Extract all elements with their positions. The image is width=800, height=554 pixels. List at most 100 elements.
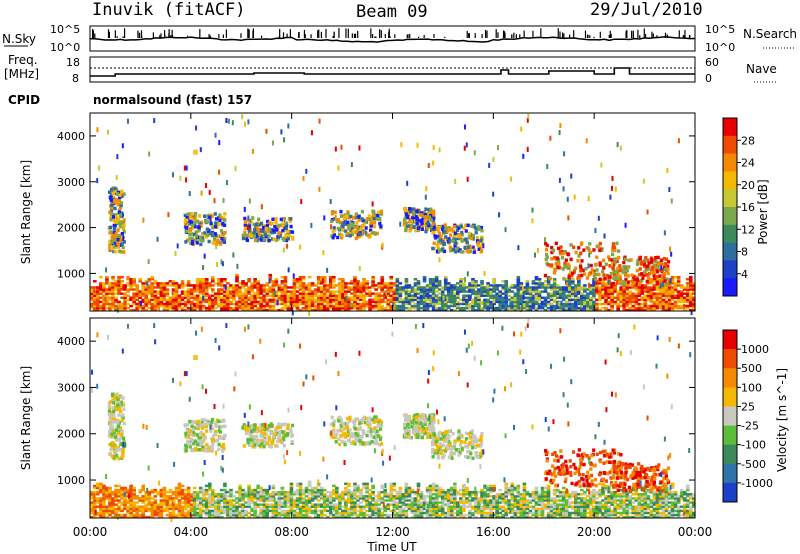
heatmap-cell <box>655 275 659 279</box>
heatmap-cell <box>122 240 126 244</box>
heatmap-cell <box>471 290 475 293</box>
heatmap-cell <box>307 284 312 287</box>
heatmap-cell <box>214 509 218 513</box>
heatmap-cell <box>286 290 291 293</box>
heatmap-cell <box>295 501 300 504</box>
heatmap-cell <box>437 300 442 304</box>
heatmap-cell <box>567 294 572 297</box>
heatmap-cell <box>353 275 357 279</box>
heatmap-cell <box>610 300 614 304</box>
heatmap-cell <box>569 243 573 247</box>
heatmap-cell <box>268 505 273 508</box>
heatmap-cell <box>204 280 209 283</box>
heatmap-cell <box>123 501 127 504</box>
heatmap-cell <box>465 142 468 148</box>
heatmap-cell <box>177 499 182 502</box>
heatmap-cell <box>489 288 493 291</box>
heatmap-cell <box>102 308 106 312</box>
heatmap-cell <box>627 265 631 269</box>
heatmap-cell <box>645 258 650 263</box>
heatmap-cell <box>280 513 285 517</box>
heatmap-cell <box>667 288 672 291</box>
heatmap-cell <box>111 294 115 297</box>
heatmap-cell <box>292 511 297 515</box>
heatmap-cell <box>543 288 548 291</box>
heatmap-cell <box>192 298 197 302</box>
heatmap-cell <box>622 304 627 308</box>
heatmap-cell <box>466 271 469 277</box>
heatmap-cell <box>649 288 654 291</box>
heatmap-cell <box>489 300 493 304</box>
heatmap-cell <box>204 493 209 496</box>
heatmap-cell <box>279 217 283 222</box>
heatmap-cell <box>580 292 584 295</box>
heatmap-cell <box>472 248 477 252</box>
heatmap-cell <box>223 507 227 511</box>
heatmap-cell <box>643 304 648 308</box>
heatmap-cell <box>436 234 440 239</box>
heatmap-cell <box>189 216 193 220</box>
heatmap-cell <box>90 507 94 511</box>
heatmap-cell <box>567 290 572 293</box>
heatmap-cell <box>563 265 567 269</box>
heatmap-cell <box>454 178 457 184</box>
heatmap-cell <box>192 501 197 504</box>
heatmap-cell <box>597 215 600 221</box>
heatmap-cell <box>474 286 478 289</box>
heatmap-cell <box>531 282 536 285</box>
heatmap-cell <box>474 282 478 285</box>
heatmap-cell <box>186 509 191 513</box>
heatmap-cell <box>404 288 409 291</box>
heatmap-cell <box>110 206 114 210</box>
heatmap-cell <box>316 290 321 293</box>
heatmap-cell <box>638 257 642 261</box>
heatmap-cell <box>479 238 483 243</box>
heatmap-cell <box>99 296 103 300</box>
heatmap-cell <box>316 275 321 279</box>
heatmap-cell <box>162 296 167 300</box>
heatmap-cell <box>247 501 251 504</box>
heatmap-cell <box>207 213 211 218</box>
heatmap-cell <box>162 282 167 285</box>
heatmap-cell <box>147 286 152 289</box>
heatmap-cell <box>410 298 415 302</box>
heatmap-cell <box>670 251 673 257</box>
heatmap-cell <box>271 282 276 285</box>
heatmap-cell <box>501 296 506 300</box>
heatmap-cell <box>295 282 300 285</box>
heatmap-cell <box>118 223 122 227</box>
heatmap-cell <box>132 515 136 519</box>
heatmap-cell <box>622 298 627 302</box>
heatmap-cell <box>310 296 315 300</box>
heatmap-cell <box>114 214 118 219</box>
heatmap-cell <box>549 135 552 141</box>
heatmap-cell <box>643 294 648 297</box>
heatmap-cell <box>256 486 260 490</box>
heatmap-cell <box>283 278 288 281</box>
heatmap-cell <box>204 294 209 297</box>
heatmap-cell <box>304 300 309 304</box>
heatmap-cell <box>280 505 285 508</box>
heatmap-cell <box>558 300 563 304</box>
heatmap-cell <box>220 290 224 293</box>
heatmap-cell <box>283 292 288 295</box>
heatmap-cell <box>526 117 529 123</box>
heatmap-cell <box>322 290 327 293</box>
heatmap-cell <box>250 300 254 304</box>
heatmap-cell <box>140 300 143 306</box>
heatmap-cell <box>198 298 203 302</box>
heatmap-cell <box>292 296 297 300</box>
heatmap-cell <box>198 511 203 515</box>
heatmap-cell <box>428 294 433 297</box>
heatmap-cell <box>253 284 257 287</box>
heatmap-cell <box>144 507 149 511</box>
heatmap-cell <box>114 284 118 287</box>
heatmap-cell <box>416 280 421 283</box>
heatmap-cell <box>462 298 466 302</box>
heatmap-cell <box>108 503 112 506</box>
heatmap-cell <box>108 493 112 496</box>
heatmap-cell <box>204 235 208 239</box>
heatmap-cell <box>347 282 351 285</box>
heatmap-cell <box>434 302 439 306</box>
heatmap-cell <box>486 292 490 295</box>
